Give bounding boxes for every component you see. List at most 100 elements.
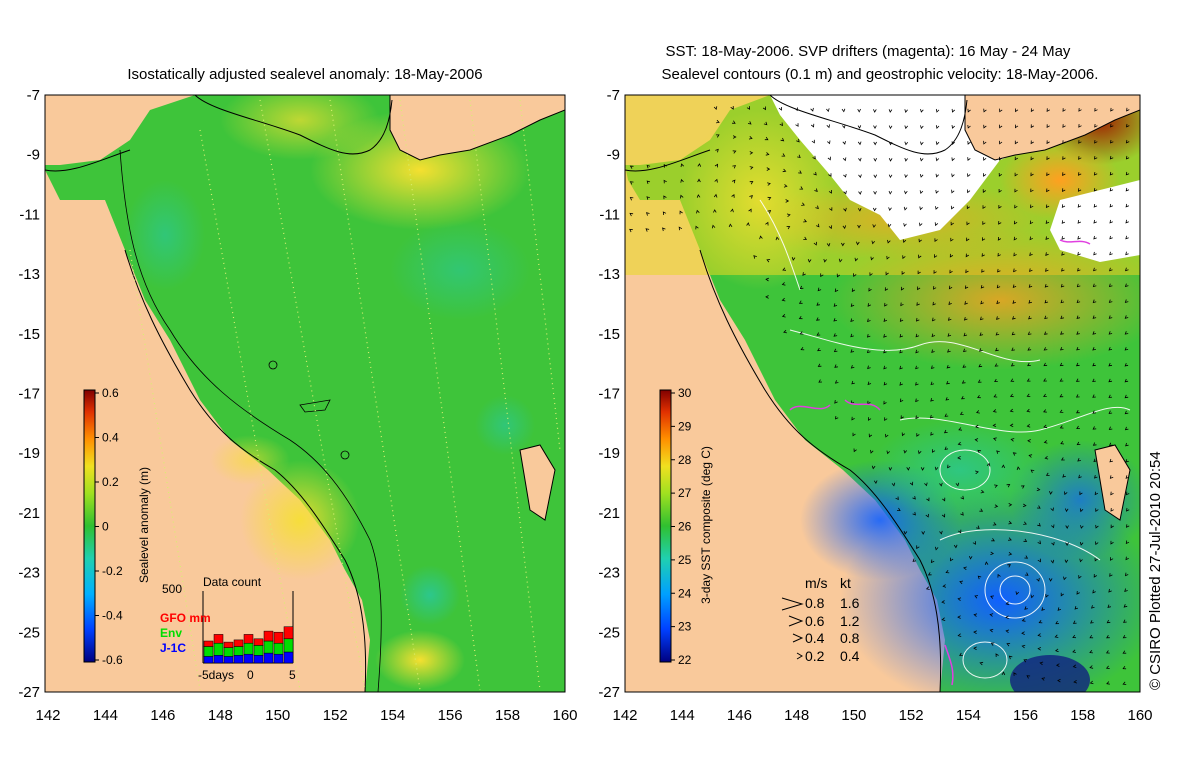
- velocity-arrow: [829, 207, 833, 212]
- velocity-arrow: [679, 210, 683, 215]
- velocity-arrow: [992, 409, 997, 413]
- velocity-arrow: [873, 191, 877, 195]
- velocity-arrow: [873, 141, 877, 146]
- velocity-arrow: [1089, 634, 1094, 639]
- left-colorbar-tick-label--0.6: -0.6: [102, 653, 123, 667]
- left-lon-label-156: 156: [438, 707, 463, 724]
- velocity-arrow: [749, 181, 754, 185]
- velocity-arrow: [1029, 252, 1033, 257]
- velocity-arrow: [1094, 557, 1098, 562]
- velocity-arrow: [858, 174, 862, 179]
- velocity-arrow: [974, 424, 979, 429]
- velocity-arrow: [991, 538, 995, 542]
- velocity-arrow: [1077, 236, 1081, 240]
- data-count-bar-gfo-7: [273, 631, 284, 644]
- velocity-arrow: [747, 121, 752, 125]
- velocity-arrow: [997, 268, 1001, 273]
- right-lat-label--23: -23: [598, 565, 620, 582]
- velocity-arrow: [930, 432, 934, 436]
- velocity-arrow: [909, 481, 914, 486]
- data-count-legend-j1c: J-1C: [160, 641, 186, 655]
- velocity-arrow: [980, 300, 984, 305]
- velocity-arrow: [1054, 648, 1059, 653]
- velocity-arrow: [899, 318, 904, 322]
- velocity-arrow: [852, 432, 856, 437]
- velocity-arrow: [1124, 315, 1129, 319]
- velocity-arrow: [963, 566, 967, 571]
- velocity-arrow: [1028, 284, 1033, 288]
- velocity-arrow: [1037, 646, 1042, 651]
- velocity-arrow: [749, 151, 754, 155]
- velocity-arrow: [867, 365, 871, 370]
- data-count-xlabel-start: -5days: [198, 668, 234, 682]
- velocity-arrow: [1092, 331, 1097, 335]
- velocity-arrow: [1109, 573, 1113, 577]
- velocity-arrow: [947, 349, 951, 353]
- right-lon-label-148: 148: [784, 707, 809, 724]
- velocity-arrow: [1125, 187, 1130, 192]
- velocity-arrow: [1125, 540, 1130, 545]
- velocity-arrow: [1092, 410, 1097, 414]
- velocity-arrow: [1045, 268, 1049, 272]
- velocity-arrow: [886, 450, 890, 455]
- velocity-arrow: [826, 108, 830, 113]
- velocity-arrow: [748, 208, 752, 213]
- velocity-arrow: [1064, 559, 1069, 564]
- velocity-arrow: [1057, 678, 1061, 683]
- sla-high-south: [375, 630, 465, 690]
- velocity-arrow: [901, 271, 905, 275]
- velocity-arrow: [695, 225, 699, 230]
- velocity-arrow: [799, 186, 804, 190]
- velocity-arrow: [663, 179, 667, 184]
- left-colorbar-label: Sealevel anomaly (m): [137, 467, 151, 583]
- velocity-arrow: [965, 269, 969, 274]
- velocity-arrow: [930, 381, 935, 386]
- right-lat-label--13: -13: [598, 266, 620, 283]
- velocity-arrow: [1062, 108, 1066, 112]
- velocity-arrow: [959, 411, 964, 415]
- velocity-arrow: [1078, 124, 1082, 128]
- velocity-arrow: [883, 318, 888, 323]
- velocity-arrow: [716, 119, 720, 124]
- velocity-arrow: [731, 194, 735, 198]
- velocity-arrow: [1094, 107, 1098, 112]
- velocity-arrow: [1077, 251, 1081, 256]
- velocity-arrow: [869, 272, 873, 277]
- velocity-arrow: [942, 584, 947, 588]
- velocity-arrow: [1026, 423, 1031, 428]
- velocity-arrow: [1051, 541, 1055, 546]
- velocity-arrow: [999, 108, 1003, 113]
- left-lat-label--23: -23: [18, 565, 40, 582]
- sst-orange-core: [830, 230, 1140, 370]
- left-lon-label-160: 160: [552, 707, 577, 724]
- velocity-arrow: [912, 496, 916, 500]
- data-count-bar-gfo-4: [243, 634, 254, 644]
- velocity-arrow: [981, 269, 985, 273]
- velocity-arrow: [762, 106, 767, 111]
- left-lon-label-150: 150: [265, 707, 290, 724]
- velocity-arrow: [1125, 459, 1129, 463]
- velocity-arrow: [935, 141, 940, 146]
- velocity-arrow: [857, 207, 862, 212]
- velocity-arrow: [1064, 508, 1069, 513]
- velocity-arrow: [1008, 551, 1013, 556]
- velocity-arrow: [818, 379, 823, 383]
- velocity-arrow: [1092, 283, 1097, 288]
- velocity-arrow: [800, 346, 805, 351]
- left-new-caledonia: [519, 444, 556, 521]
- velocity-arrow: [904, 109, 908, 113]
- velocity-arrow: [801, 202, 805, 206]
- velocity-arrow: [798, 170, 802, 174]
- velocity-arrow: [872, 224, 876, 228]
- velocity-key-ms-0: 0.8: [805, 595, 825, 611]
- velocity-arrow: [904, 157, 908, 162]
- velocity-arrow: [1014, 156, 1019, 161]
- velocity-arrow: [888, 467, 893, 471]
- velocity-arrow: [960, 512, 964, 516]
- velocity-arrow: [994, 484, 998, 488]
- velocity-arrow: [646, 164, 651, 169]
- velocity-arrow: [1059, 409, 1064, 413]
- velocity-arrow: [1028, 315, 1032, 320]
- velocity-arrow: [1041, 607, 1045, 611]
- data-count-bar-j1-1: [213, 655, 224, 664]
